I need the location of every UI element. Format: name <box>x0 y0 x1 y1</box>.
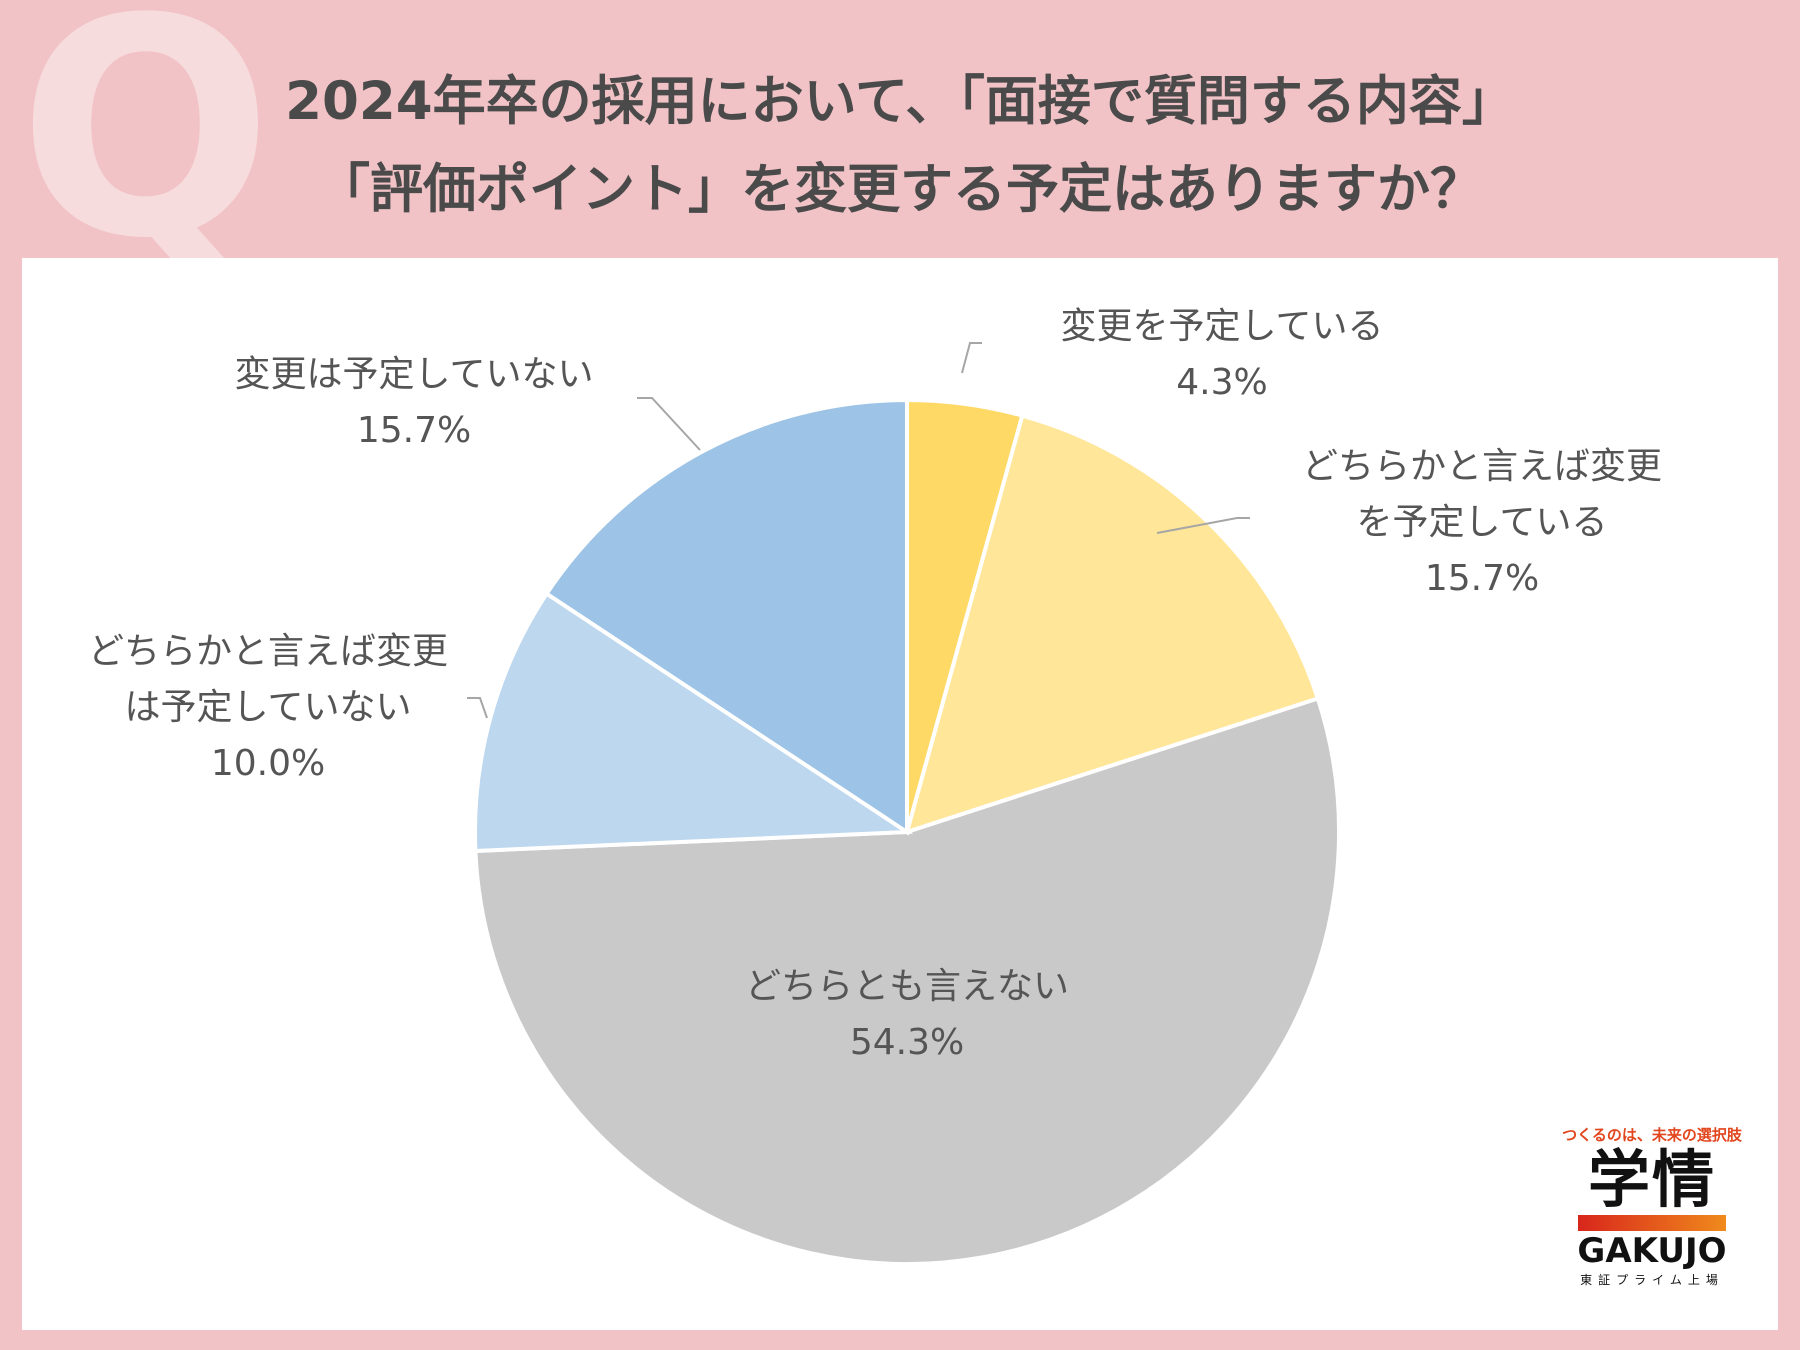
pie-chart: 変更を予定している4.3%どちらかと言えば変更を予定している15.7%どちらとも… <box>88 306 1662 1266</box>
logo-bar <box>1578 1215 1726 1231</box>
leader-line-5 <box>637 397 701 451</box>
title-line-1: 2024年卒の採用において、「面接で質問する内容」 <box>285 71 1515 132</box>
slice-value-label: 10.0% <box>211 743 325 784</box>
slice-category-label: 変更を予定している <box>1061 306 1384 347</box>
slice-value-label: 54.3% <box>850 1022 964 1063</box>
slice-value-label: 15.7% <box>1425 558 1539 599</box>
logo-kanji: 学情 <box>1587 1143 1716 1216</box>
chart-panel: 変更を予定している 4.3% どちらかと言えば変更 を予定している 15.7% どちらとも… <box>22 258 1778 1330</box>
slice-category-label: 変更は予定していない <box>235 354 594 395</box>
slice-value-label: 15.7% <box>357 410 471 451</box>
slice-value-label: 4.3% <box>1176 362 1267 403</box>
page-title: 2024年卒の採用において、「面接で質問する内容」 「評価ポイント」を変更する予… <box>0 58 1800 234</box>
slice-category-label: どちらかと言えば変更 <box>1302 446 1662 487</box>
leader-line-4 <box>467 697 488 719</box>
leader-line-1 <box>961 342 982 374</box>
title-line-2: 「評価ポイント」を変更する予定はありますか？ <box>317 159 1483 220</box>
gakujo-logo: つくるのは、未来の選択肢 学情 GAKUJO 東証プライム上場 <box>1560 1124 1744 1288</box>
pie-slice-2 <box>904 413 1321 836</box>
logo-latin: GAKUJO <box>1577 1231 1727 1271</box>
slice-category-label: どちらとも言えない <box>745 966 1069 1007</box>
leader-line-2 <box>1156 517 1250 534</box>
pie-slice-3 <box>473 695 1341 1266</box>
slice-label-5: 変更は予定していない 15.7% <box>235 354 594 451</box>
logo-tagline: つくるのは、未来の選択肢 <box>1562 1126 1742 1144</box>
slice-category-label: は予定していない <box>125 687 412 728</box>
pie-slice-4 <box>473 590 914 854</box>
q-mark: Q <box>18 0 274 304</box>
logo-sub: 東証プライム上場 <box>1580 1273 1724 1287</box>
slice-label-3: どちらとも言えない 54.3% <box>745 966 1069 1063</box>
pie-slice-5 <box>543 397 909 836</box>
slice-category-label: を予定している <box>1357 502 1608 543</box>
slice-category-label: どちらかと言えば変更 <box>88 631 448 672</box>
slice-label-1: 変更を予定している 4.3% <box>1061 306 1384 403</box>
